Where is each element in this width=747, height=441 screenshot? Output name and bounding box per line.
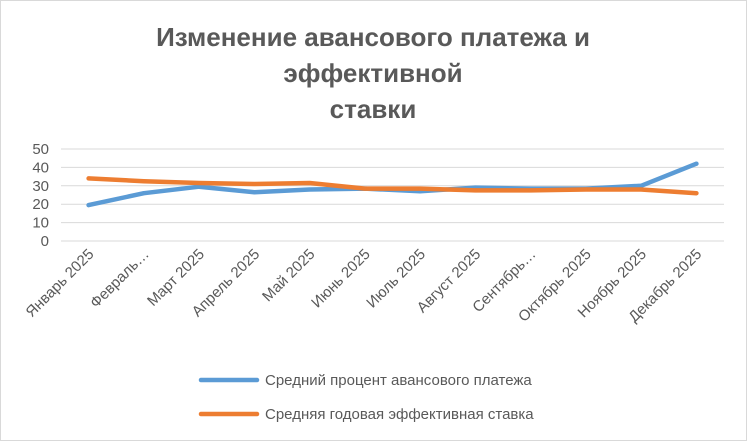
- data-point: [528, 188, 533, 193]
- data-point: [694, 161, 699, 166]
- y-tick-label: 0: [41, 233, 49, 250]
- data-point: [86, 203, 91, 208]
- legend-label-1: Средний процент авансового платежа: [265, 372, 532, 389]
- data-point: [639, 183, 644, 188]
- data-point: [639, 187, 644, 192]
- x-tick-label: Февраль…: [87, 246, 153, 312]
- data-point: [583, 187, 588, 192]
- gridlines: [61, 148, 724, 242]
- chart-title-line-1: Изменение авансового платежа и: [156, 22, 590, 52]
- data-point: [307, 187, 312, 192]
- data-point: [362, 186, 367, 191]
- data-point: [307, 181, 312, 186]
- legend: Средний процент авансового платежа Средня…: [198, 372, 534, 423]
- data-point: [694, 191, 699, 196]
- series-line-2: [86, 176, 699, 196]
- x-tick-label: Январь 2025: [23, 246, 98, 321]
- data-point: [197, 181, 202, 186]
- x-tick-label: Июнь 2025: [308, 246, 374, 312]
- data-point: [418, 186, 423, 191]
- data-point: [86, 176, 91, 181]
- y-tick-label: 50: [32, 141, 49, 158]
- data-point: [141, 191, 146, 196]
- data-point: [197, 184, 202, 189]
- chart-title-line-2: эффективной: [283, 58, 462, 88]
- data-point: [252, 181, 257, 186]
- x-tick-label: Май 2025: [259, 246, 318, 305]
- y-tick-label: 10: [32, 215, 49, 232]
- data-point: [473, 188, 478, 193]
- chart-title: Изменение авансового платежа и эффективн…: [156, 22, 590, 124]
- chart-title-line-3: ставки: [330, 94, 417, 124]
- data-point: [252, 190, 257, 195]
- data-point: [141, 179, 146, 184]
- y-tick-label: 40: [32, 159, 49, 176]
- data-series: [86, 161, 699, 208]
- y-tick-label: 20: [32, 196, 49, 213]
- y-tick-label: 30: [32, 178, 49, 195]
- legend-label-2: Средняя годовая эффективная ставка: [265, 406, 534, 423]
